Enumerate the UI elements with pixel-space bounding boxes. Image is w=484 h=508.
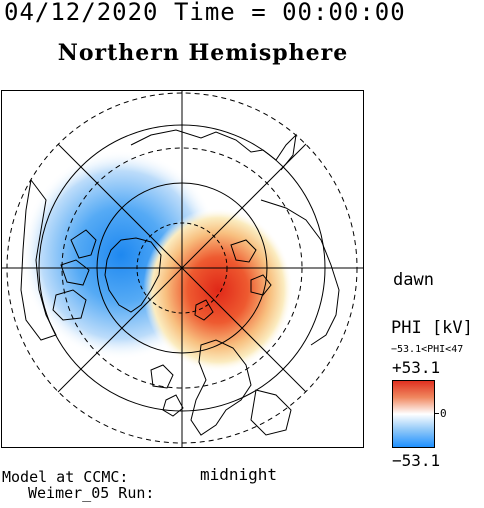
colorbar-zero-label: 0 bbox=[440, 407, 447, 420]
run-label: Weimer_05 Run: bbox=[28, 484, 155, 502]
colorbar-range: −53.1<PHI<47 bbox=[391, 344, 464, 355]
colorbar-title: PHI [kV] bbox=[391, 318, 473, 338]
polar-map-svg bbox=[1, 90, 364, 448]
midnight-label: midnight bbox=[200, 465, 278, 484]
colorbar-zero-tick bbox=[435, 413, 439, 414]
model-label: Model at CCMC: bbox=[2, 468, 129, 486]
colorbar bbox=[392, 380, 435, 448]
colorbar-max-label: +53.1 bbox=[392, 358, 441, 377]
polar-map bbox=[1, 90, 364, 448]
meridian-lines bbox=[1, 90, 364, 448]
coastlines bbox=[20, 129, 340, 436]
date-time-title: 04/12/2020 Time = 00:00:00 bbox=[4, 0, 406, 26]
dawn-label: dawn bbox=[393, 270, 434, 290]
colorbar-min-label: −53.1 bbox=[392, 451, 441, 470]
hemisphere-title: Northern Hemisphere bbox=[57, 40, 349, 66]
